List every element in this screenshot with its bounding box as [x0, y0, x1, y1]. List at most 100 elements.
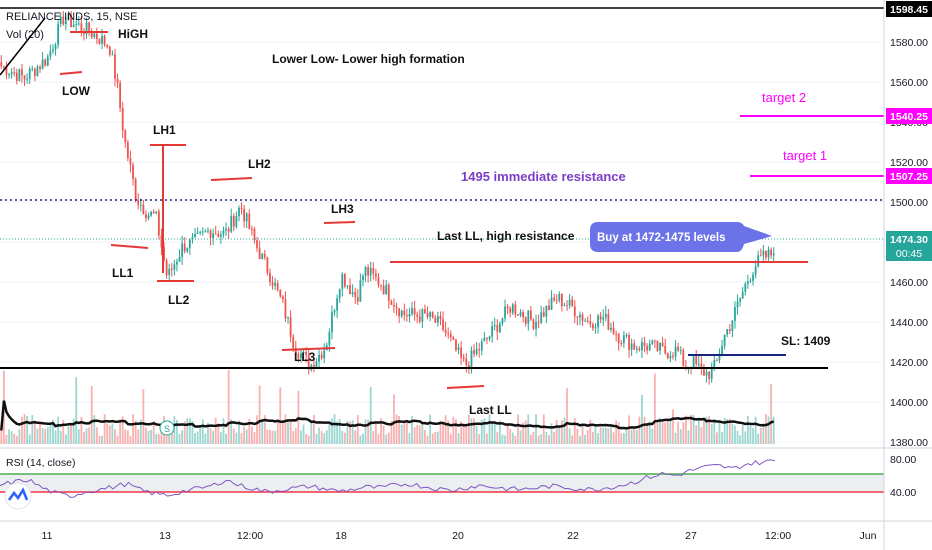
volume-bar: [119, 419, 122, 444]
candle-body: [18, 69, 21, 81]
candle-body: [382, 285, 385, 295]
candle-body: [398, 308, 401, 317]
volume-bar: [470, 418, 473, 444]
volume-bar: [408, 433, 411, 444]
volume-bar: [723, 417, 726, 444]
volume-bar: [633, 426, 636, 444]
volume-bar: [183, 421, 186, 444]
volume-bar: [504, 435, 506, 444]
volume-bar: [93, 415, 96, 444]
volume-bar: [300, 430, 302, 444]
candle-body: [439, 316, 442, 320]
volume-bar: [416, 424, 419, 444]
volume-bar: [643, 416, 646, 444]
rsi-band: [0, 474, 884, 492]
volume-bar: [250, 426, 253, 444]
candle-body: [537, 321, 540, 323]
candle-body: [770, 249, 773, 256]
candle-body: [188, 239, 191, 249]
candle-body: [395, 306, 398, 309]
volume-bar: [320, 431, 323, 444]
candle-body: [253, 228, 256, 241]
candle-body: [517, 314, 519, 316]
candle-body: [473, 350, 475, 354]
tradingview-logo-icon[interactable]: [4, 482, 32, 510]
candle-body: [59, 16, 62, 24]
candle-body: [462, 357, 465, 359]
volume-bar: [728, 418, 731, 444]
candle-body: [204, 231, 207, 233]
candle-body: [323, 350, 326, 359]
volume-bar: [214, 417, 217, 444]
candle-body: [403, 310, 406, 316]
candle-body: [715, 360, 718, 362]
candle-body: [359, 280, 362, 302]
volume-bar: [705, 416, 708, 444]
candle-body: [346, 285, 349, 287]
volume-bar: [532, 431, 535, 444]
candle-body: [672, 355, 674, 357]
volume-bar: [465, 425, 468, 444]
volume-bar: [181, 430, 184, 444]
volume-bar: [382, 425, 385, 444]
candle-body: [597, 315, 599, 328]
price-badges: 1598.45 1540.25 1507.25 1474.30 00:45: [886, 1, 932, 261]
annotation-lh2: LH2: [248, 157, 271, 171]
volume-bar: [325, 430, 328, 444]
split-marker-icon[interactable]: [159, 420, 175, 436]
candle-body: [183, 243, 186, 252]
volume-bar: [387, 432, 390, 444]
candle-body: [39, 66, 41, 69]
volume-bar: [540, 434, 543, 444]
volume-bar: [188, 418, 191, 444]
volume-bar: [343, 432, 346, 444]
volume-bar: [292, 431, 295, 444]
candle-body: [21, 69, 23, 76]
volume-bar: [307, 435, 310, 444]
candle-body: [594, 327, 597, 329]
logo-mark: [7, 487, 29, 501]
volume-bar: [269, 429, 271, 444]
price-tick: 1500.00: [890, 197, 928, 209]
volume-bar: [741, 425, 744, 444]
volume-bar: [739, 435, 742, 444]
volume-bar: [263, 415, 266, 444]
candle-body: [452, 337, 455, 340]
candle-body: [713, 360, 716, 367]
volume-bar: [219, 432, 222, 444]
candle-body: [88, 22, 91, 33]
volume-bar: [281, 420, 284, 444]
volume-bar: [403, 422, 406, 444]
rsi-legend: RSI (14, close): [6, 457, 75, 469]
volume-bar: [770, 383, 773, 444]
volume-bar: [287, 421, 289, 444]
candle-body: [436, 316, 439, 323]
candle-body: [542, 312, 545, 317]
candle-body: [8, 74, 10, 76]
volume-bar: [669, 418, 672, 444]
candle-body: [64, 20, 67, 25]
rsi-tick-80: 80.00: [890, 454, 916, 466]
volume-bar: [560, 420, 563, 444]
candle-body: [656, 340, 659, 351]
volume-bar: [44, 428, 47, 444]
candle-body: [263, 253, 266, 258]
candle-body: [134, 179, 137, 200]
volume-bar: [21, 416, 23, 444]
volume-bar: [754, 416, 757, 444]
candle-body: [281, 296, 284, 300]
candle-body: [214, 233, 217, 235]
candle-body: [666, 353, 669, 359]
candle-body: [201, 231, 204, 233]
price-tick: 1560.00: [890, 77, 928, 89]
volume-bar: [594, 424, 597, 444]
volume-bar: [18, 429, 21, 444]
volume-bar: [385, 434, 388, 444]
volume-bar: [661, 422, 664, 444]
volume-bar: [457, 433, 460, 444]
candle-body: [429, 312, 432, 317]
candle-body: [142, 204, 145, 215]
candle-body: [444, 329, 447, 334]
volume-bar: [749, 425, 752, 444]
volume-bar: [318, 427, 320, 444]
